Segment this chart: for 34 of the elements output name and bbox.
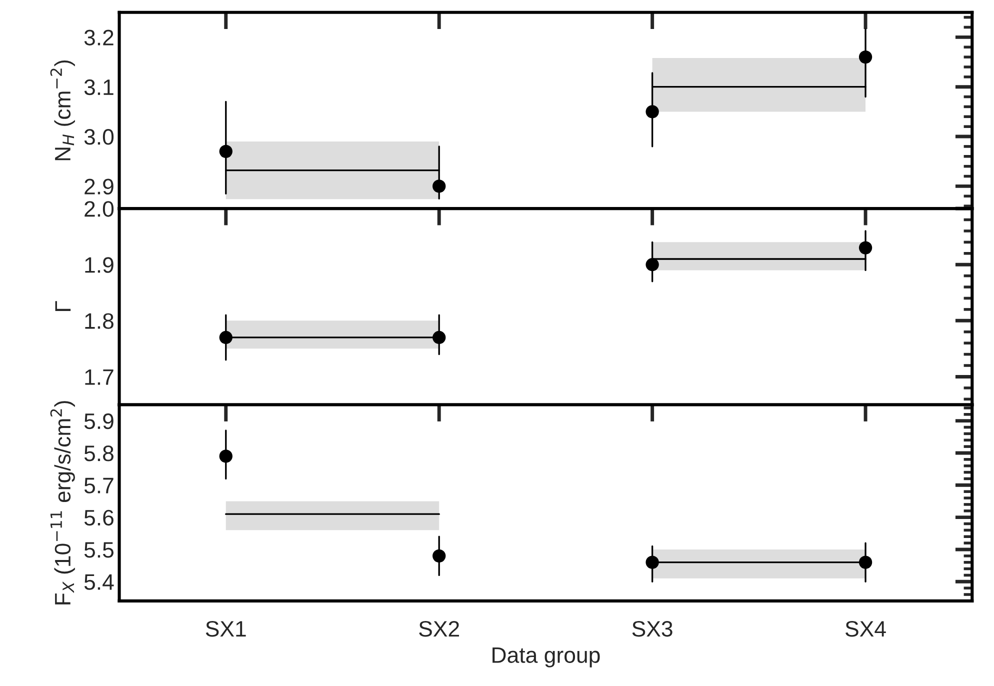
point <box>219 144 232 158</box>
x-tick-label: SX2 <box>419 620 459 637</box>
y-tick-label: 5.7 <box>84 478 114 494</box>
point <box>219 450 232 463</box>
y-tick-label: 1.9 <box>85 257 114 273</box>
y-axis-title: Γ <box>55 301 71 311</box>
point <box>432 180 446 193</box>
x-tick-label: SX4 <box>846 620 886 637</box>
y-tick-label: 1.7 <box>85 369 114 385</box>
point <box>858 556 872 569</box>
point <box>432 549 446 562</box>
x-tick-label: SX1 <box>206 620 246 637</box>
y-tick-label: 1.8 <box>85 313 114 329</box>
y-tick-label: 3.1 <box>84 79 114 96</box>
y-tick-label: 2.0 <box>84 201 114 217</box>
point <box>646 105 659 118</box>
y-tick-label: 5.4 <box>84 574 114 590</box>
point <box>858 241 872 254</box>
point <box>432 330 446 344</box>
point <box>646 556 659 569</box>
x-axis-title: Data group <box>492 647 600 668</box>
y-axis-title: N$_{H}$ (cm$^{−2}$) <box>50 60 75 160</box>
y-tick-label: 3.2 <box>84 30 114 46</box>
y-axis-title: F$_{X}$ (10$^{−11}$ erg/s/cm$^{2}$) <box>50 401 75 604</box>
point <box>219 330 232 344</box>
y-tick-label: 5.5 <box>84 542 114 558</box>
y-tick-label: 5.6 <box>84 510 114 526</box>
point <box>646 258 659 272</box>
point <box>858 50 872 64</box>
y-tick-label: 5.8 <box>84 446 114 462</box>
y-tick-label: 3.0 <box>84 129 114 145</box>
y-tick-label: 2.9 <box>84 178 114 194</box>
x-tick-label: SX3 <box>632 620 672 637</box>
y-tick-label: 5.9 <box>84 413 114 430</box>
